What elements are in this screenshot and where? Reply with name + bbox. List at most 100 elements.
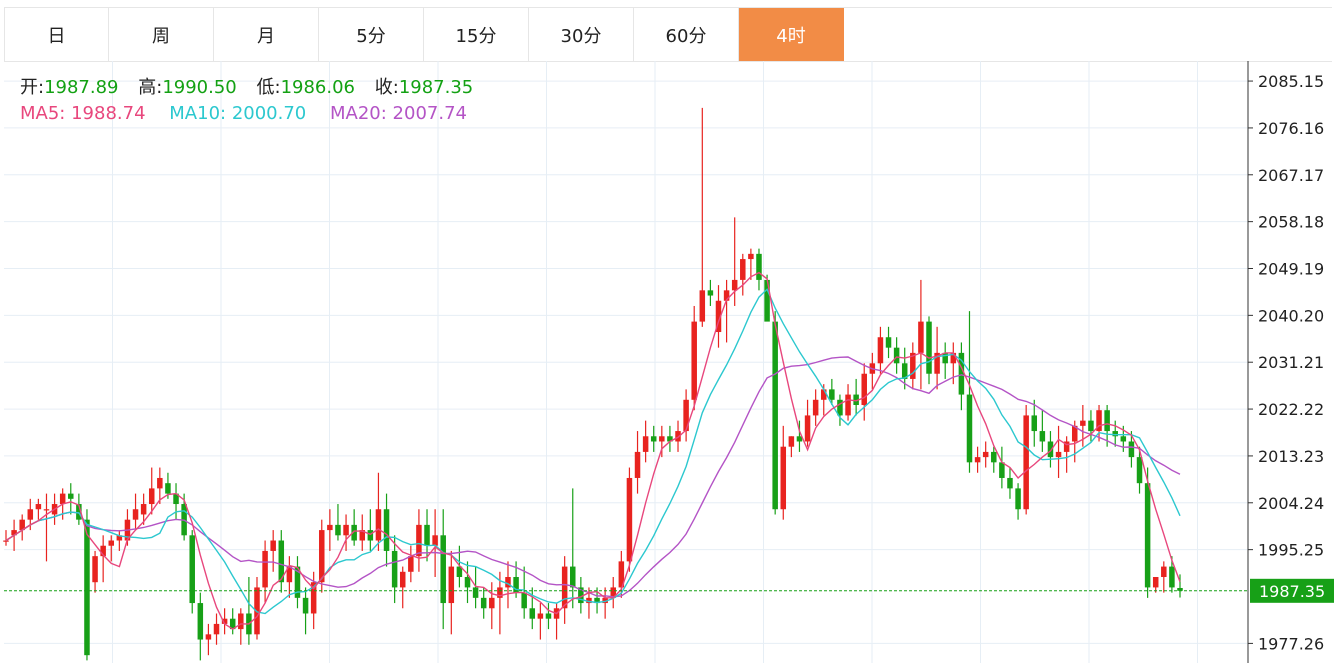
candle-down [1031,415,1038,432]
ma20-label: MA20: [330,103,387,124]
candle-up [1096,410,1102,432]
candle-down [578,587,584,604]
candle-up [262,550,268,588]
candle-down [521,592,527,609]
y-tick-label: 2022.22 [1258,400,1324,419]
candle-up [561,566,568,609]
y-tick-label: 2013.23 [1258,447,1324,466]
candle-down [796,436,803,442]
tab-30min[interactable]: 30分 [529,8,634,61]
candle-up [359,530,366,541]
candle-up [1071,425,1078,442]
candle-down [942,352,948,364]
candle-up [343,524,349,536]
candle-up [1023,415,1029,510]
candle-up [310,582,317,614]
candle-down [650,436,657,442]
tab-5min[interactable]: 5分 [319,8,424,61]
candle-up [723,290,730,301]
candle-up [740,259,746,280]
candle-down [68,493,74,499]
candle-down [837,399,843,416]
candle-up [820,389,827,400]
candle-down [229,618,236,630]
candle-up [327,524,333,531]
candle-down [294,566,301,598]
ma5-value: 1988.74 [71,103,146,124]
candle-down [278,540,285,583]
candle-down [885,337,892,348]
tab-day[interactable]: 日 [4,8,109,61]
y-tick-label: 1977.26 [1258,634,1324,653]
tab-week[interactable]: 周 [109,8,214,61]
candle-down [901,363,908,379]
high-value: 1990.50 [162,77,237,98]
ma5-label: MA5: [20,103,66,124]
candle-up [537,613,544,619]
candle-up [788,436,795,447]
candle-up [715,300,722,333]
close-label: 收: [374,77,399,98]
candle-up [950,352,957,364]
candle-down [1120,436,1127,442]
candle-up [238,613,244,630]
current-price-tag [1250,578,1334,603]
candlestick-chart[interactable]: 2085.15 2076.16 2067.17 2058.18 2049.19 2040.… [0,61,1336,663]
candle-down [76,504,82,520]
low-label: 低: [256,77,281,98]
candle-down [1015,488,1021,510]
candle-down [173,493,179,505]
candle-down [480,597,487,609]
candle-down [829,389,835,400]
candle-up [1080,420,1086,426]
ohlc-info-panel: 开:1987.89 高:1990.50 低:1986.06 收:1987.35 … [20,75,487,127]
y-tick-label: 2067.17 [1258,166,1324,185]
candle-up [934,352,940,374]
tab-15min[interactable]: 15分 [424,8,529,61]
tab-4hour[interactable]: 4时 [739,8,844,61]
candle-up [691,321,697,400]
tab-60min[interactable]: 60分 [634,8,739,61]
ma20-value: 2007.74 [392,103,467,124]
y-tick-label: 2076.16 [1258,119,1324,138]
chart-canvas: 2085.15 2076.16 2067.17 2058.18 2049.19 2040.… [3,61,1334,663]
candle-up [489,597,495,609]
candle-up [699,290,706,322]
candle-up [659,436,665,442]
candle-up [1063,441,1070,452]
tab-month[interactable]: 月 [214,8,319,61]
candle-up [804,415,811,442]
candle-up [19,519,25,531]
candle-down [772,321,778,510]
candle-down [1144,483,1151,588]
candle-down [545,613,552,619]
candle-down [424,524,430,546]
candle-up [43,509,50,511]
candle-down [1112,431,1118,437]
candle-down [1039,431,1046,442]
candle-up [448,566,455,604]
candle-up [731,279,738,291]
y-tick-label: 1995.25 [1258,541,1324,560]
ma20-line [5,356,1181,598]
candle-up [254,587,260,635]
high-label: 高: [138,77,163,98]
candle-up [416,524,422,557]
candle-down [1047,441,1054,458]
candle-down [1128,441,1135,458]
open-value: 1987.89 [44,77,119,98]
candle-down [1169,566,1175,588]
candle-up [683,399,689,432]
candle-up [319,530,325,583]
candle-down [302,597,309,614]
candle-up [1161,566,1167,577]
candle-up [497,587,503,598]
candle-up [586,597,592,604]
candle-up [982,451,989,458]
candle-down [991,451,997,463]
candle-up [35,504,42,510]
candle-down [707,290,714,296]
candle-up [116,535,123,541]
candle-up [11,530,17,536]
candle-up [642,436,649,452]
